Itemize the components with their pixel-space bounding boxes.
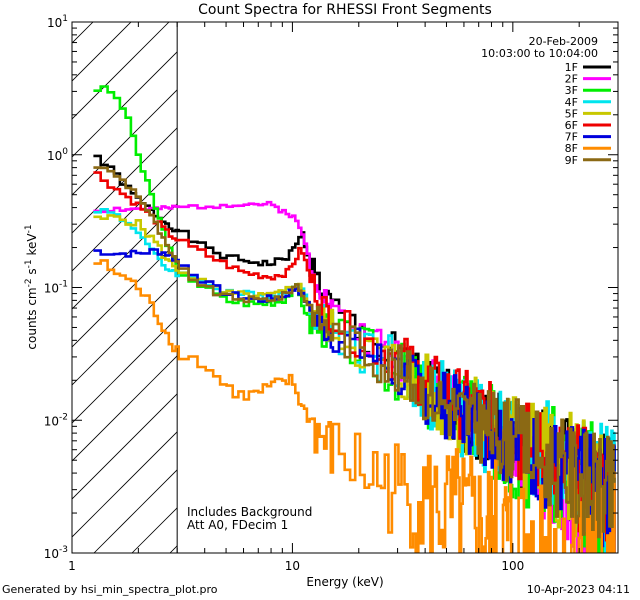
series-8F-line <box>93 259 616 553</box>
x-tick-label: 1 <box>68 559 76 573</box>
series-9F-line <box>93 166 616 539</box>
hatch-line <box>0 0 84 553</box>
legend-label-4F: 4F <box>565 96 578 109</box>
hatch-line <box>0 0 46 553</box>
hatch-line <box>72 22 94 44</box>
y-tick-label: 10-3 <box>44 545 68 561</box>
annotation-attenuator: Att A0, FDecim 1 <box>187 518 288 532</box>
y-axis-label: counts cm-2 s-1 keV-1 <box>24 224 39 349</box>
chart-title: Count Spectra for RHESSI Front Segments <box>198 2 492 18</box>
y-tick-label: 100 <box>47 147 68 163</box>
hatch-line <box>72 22 132 82</box>
legend-label-2F: 2F <box>565 73 578 86</box>
legend-label-9F: 9F <box>565 154 578 167</box>
legend-label-5F: 5F <box>565 107 578 120</box>
hatch-line <box>0 0 8 553</box>
legend-label-6F: 6F <box>565 119 578 132</box>
info-date: 20-Feb-2009 <box>529 35 598 48</box>
series-7F-line <box>93 248 616 553</box>
x-axis-label: Energy (keV) <box>306 575 383 589</box>
hatch-line <box>72 51 178 158</box>
legend-label-1F: 1F <box>565 61 578 74</box>
annotation-background: Includes Background <box>187 505 312 519</box>
legend-label-7F: 7F <box>565 131 578 144</box>
y-tick-label: 101 <box>47 14 68 30</box>
hatch-line <box>72 431 178 538</box>
footer-generated-by: Generated by hsi_min_spectra_plot.pro <box>2 583 218 596</box>
hatch-line <box>72 355 178 462</box>
footer-timestamp: 10-Apr-2023 04:11 <box>526 583 630 596</box>
info-time-range: 10:03:00 to 10:04:00 <box>481 47 598 60</box>
hatch-line <box>72 89 178 196</box>
x-tick-label: 100 <box>501 559 524 573</box>
x-tick-label: 10 <box>285 559 300 573</box>
hatch-line <box>72 393 178 500</box>
legend-label-3F: 3F <box>565 84 578 97</box>
hatch-line <box>72 241 178 348</box>
y-tick-label: 10-2 <box>44 412 68 428</box>
y-tick-label: 10-1 <box>44 280 68 296</box>
hatch-line <box>72 203 178 310</box>
legend-label-8F: 8F <box>565 142 578 155</box>
